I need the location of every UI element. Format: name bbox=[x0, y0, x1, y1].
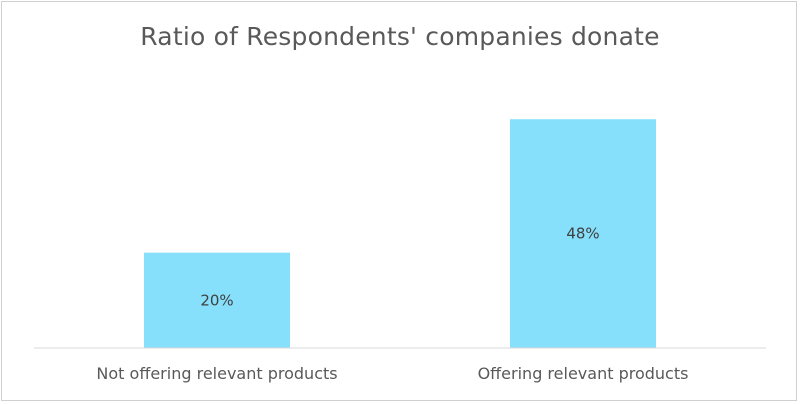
data-label-2: 48% bbox=[566, 225, 599, 243]
labels-layer: 20% Not offering relevant products 48% Offe… bbox=[96, 225, 688, 383]
bar-2 bbox=[510, 119, 656, 348]
bar-1 bbox=[144, 252, 290, 348]
bars-layer bbox=[144, 119, 656, 348]
chart-title: Ratio of Respondents' companies donate bbox=[140, 22, 660, 51]
data-label-1: 20% bbox=[200, 291, 233, 309]
category-label-2: Offering relevant products bbox=[478, 364, 689, 383]
category-label-1: Not offering relevant products bbox=[96, 364, 337, 383]
